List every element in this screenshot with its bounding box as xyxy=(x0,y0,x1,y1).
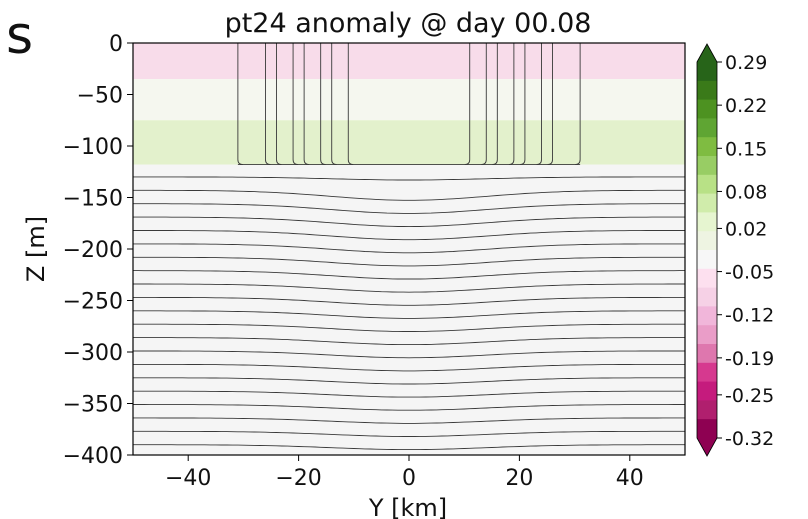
y-axis: 0 −50 −100 −150 −200 −250 −300 −350 −400 xyxy=(63,32,133,469)
colorbar-segment xyxy=(697,62,717,82)
y-tick-label: −100 xyxy=(63,135,123,160)
colorbar-tick-label: -0.19 xyxy=(725,348,774,370)
colorbar-segment xyxy=(697,193,717,213)
contour-line xyxy=(133,296,685,306)
colorbar-tick-label: -0.25 xyxy=(725,385,774,407)
colorbar: 0.29 0.22 0.15 0.08 0.02 -0.05 -0.12 -0.19 -0.25… xyxy=(696,43,774,457)
colorbar-segment xyxy=(697,287,717,307)
y-tick-label: −200 xyxy=(63,238,123,263)
cropped-text-fragment: s xyxy=(6,6,34,66)
colorbar-tick-label: 0.22 xyxy=(725,95,767,117)
colorbar-segment xyxy=(697,174,717,195)
colorbar-segment xyxy=(697,156,717,176)
contour-line xyxy=(133,363,685,372)
y-tick-label: 0 xyxy=(109,32,123,57)
colorbar-segment xyxy=(697,268,717,289)
x-tick-label: 0 xyxy=(402,466,416,491)
colorbar-tick-label: -0.12 xyxy=(725,305,774,327)
y-tick-label: −50 xyxy=(77,84,123,109)
contour-line xyxy=(133,444,685,451)
chart-title: pt24 anomaly @ day 00.08 xyxy=(225,8,592,39)
contour-line xyxy=(133,283,685,293)
colorbar-tick-label: 0.29 xyxy=(725,52,767,74)
contour-line xyxy=(133,256,685,267)
y-tick-label: −350 xyxy=(63,393,123,418)
contour-line xyxy=(133,323,685,332)
contour-line xyxy=(133,377,685,385)
colorbar-extend-max xyxy=(697,44,717,62)
y-axis-label: Z [m] xyxy=(22,216,50,282)
colorbar-segment xyxy=(697,231,717,251)
contour-line xyxy=(133,230,685,241)
colorbar-segment xyxy=(697,400,717,420)
contour-line xyxy=(133,310,685,319)
colorbar-tick-label: 0.15 xyxy=(725,138,767,160)
colorbar-segment xyxy=(697,362,717,383)
colorbar-segment xyxy=(697,325,717,345)
colorbar-segment xyxy=(697,419,717,439)
anomaly-band xyxy=(133,120,685,165)
x-axis-label: Y [km] xyxy=(368,494,447,519)
contour-line xyxy=(133,203,685,214)
contour-line xyxy=(133,350,685,359)
contour-line xyxy=(133,417,685,424)
y-tick-label: −300 xyxy=(63,341,123,366)
y-tick-label: −250 xyxy=(63,290,123,315)
colorbar-tick-label: -0.05 xyxy=(725,262,774,284)
contour-line xyxy=(133,337,685,346)
colorbar-segment xyxy=(697,212,717,232)
y-tick-label: −150 xyxy=(63,187,123,212)
colorbar-tick-label: 0.08 xyxy=(725,181,767,203)
contour-lines xyxy=(133,43,685,451)
colorbar-segment xyxy=(697,381,717,401)
colorbar-segment xyxy=(697,306,717,326)
colorbar-segment xyxy=(697,118,717,138)
contour-line xyxy=(133,216,685,228)
anomaly-band xyxy=(133,164,685,455)
contour-line xyxy=(133,270,685,280)
contour-line xyxy=(133,189,685,201)
anomaly-fill xyxy=(133,43,685,455)
anomaly-band xyxy=(133,79,685,121)
contour-line xyxy=(133,390,685,398)
x-tick-label: 20 xyxy=(505,466,533,491)
contour-line xyxy=(133,430,685,437)
x-tick-label: −20 xyxy=(275,466,321,491)
contour-line xyxy=(133,176,685,181)
y-tick-label: −400 xyxy=(63,444,123,469)
colorbar-segment xyxy=(697,344,717,364)
colorbar-tick-label: -0.32 xyxy=(725,428,774,450)
colorbar-extend-min xyxy=(697,438,717,456)
contour-line xyxy=(133,404,685,411)
contour-line xyxy=(133,243,685,254)
anomaly-band xyxy=(133,43,685,80)
x-tick-label: −40 xyxy=(165,466,211,491)
x-tick-label: 40 xyxy=(616,466,644,491)
colorbar-segment xyxy=(697,80,717,101)
colorbar-segment xyxy=(697,250,717,270)
colorbar-segment xyxy=(697,99,717,119)
x-axis: −40 −20 0 20 40 xyxy=(165,455,644,491)
colorbar-tick-label: 0.02 xyxy=(725,218,767,240)
colorbar-segment xyxy=(697,137,717,157)
